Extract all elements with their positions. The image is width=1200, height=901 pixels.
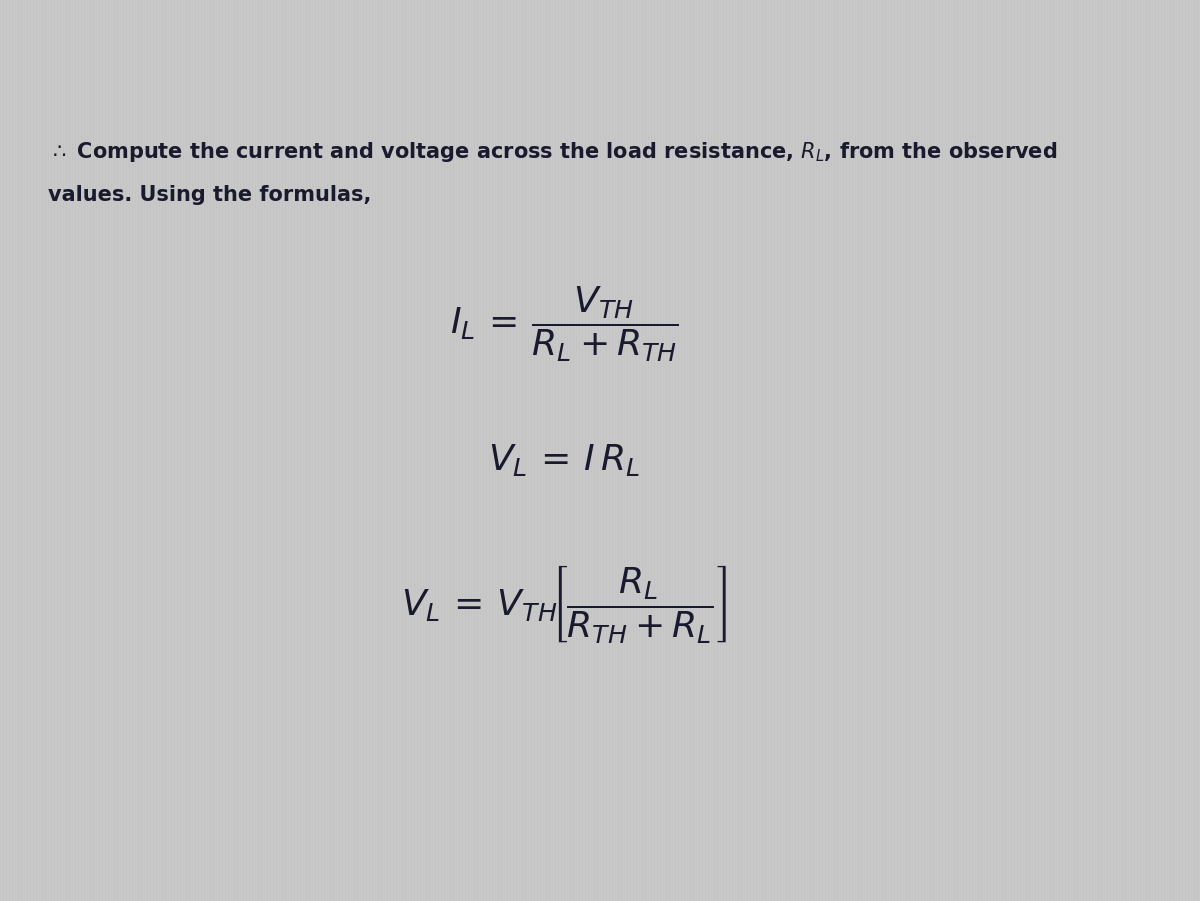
Text: values. Using the formulas,: values. Using the formulas, xyxy=(48,185,371,205)
Text: $V_L\, =\, I\,R_L$: $V_L\, =\, I\,R_L$ xyxy=(488,441,640,478)
Text: $\therefore$ Compute the current and voltage across the load resistance, $R_L$, : $\therefore$ Compute the current and vol… xyxy=(48,140,1057,164)
Text: $I_L\, =\, \dfrac{V_{TH}}{R_L + R_{TH}}$: $I_L\, =\, \dfrac{V_{TH}}{R_L + R_{TH}}$ xyxy=(450,285,678,364)
Text: $V_L\, =\, V_{TH}\!\left[\dfrac{R_L}{R_{TH} + R_L}\right]$: $V_L\, =\, V_{TH}\!\left[\dfrac{R_L}{R_{… xyxy=(401,562,727,645)
